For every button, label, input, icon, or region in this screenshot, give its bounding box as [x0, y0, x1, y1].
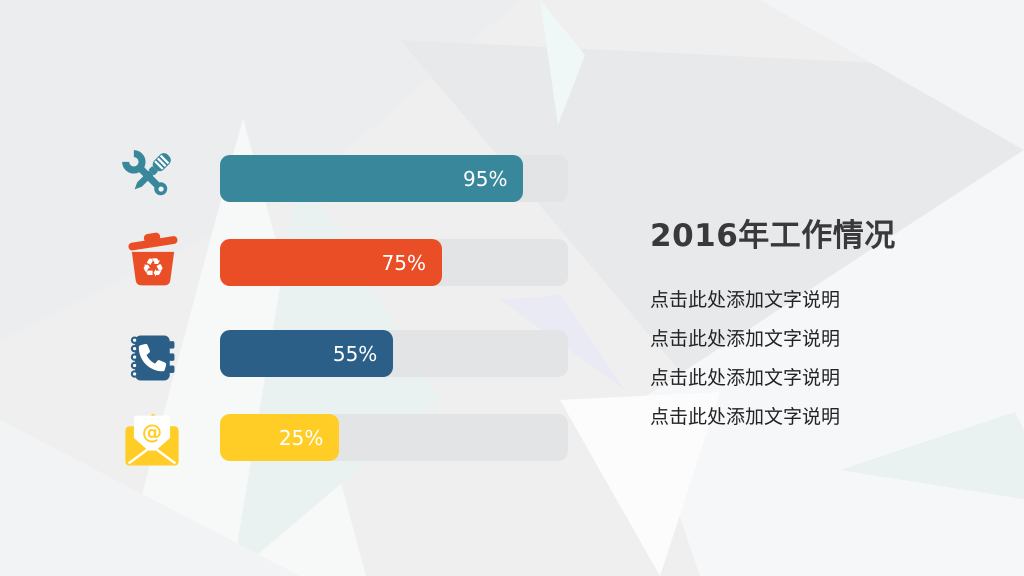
svg-text:♻: ♻ — [141, 254, 164, 284]
progress-fill-tools: 95% — [220, 155, 524, 202]
placeholder-text-line: 点击此处添加文字说明 — [650, 406, 841, 428]
description-block: 点击此处添加文字说明 点击此处添加文字说明 点击此处添加文字说明 点击此处添加文… — [650, 281, 840, 437]
slide-title: 2016年工作情况 — [650, 218, 896, 254]
progress-value: 25% — [278, 425, 324, 450]
progress-row-email: 25% — [220, 414, 568, 461]
phonebook-icon — [121, 328, 181, 388]
email-icon: @ — [118, 406, 186, 474]
placeholder-text-line: 点击此处添加文字说明 — [650, 367, 841, 389]
tools-icon — [113, 144, 183, 208]
svg-text:@: @ — [142, 420, 162, 444]
progress-value: 95% — [463, 166, 508, 191]
placeholder-text-line: 点击此处添加文字说明 — [650, 328, 841, 350]
progress-row-phone: 55% — [220, 330, 568, 377]
progress-fill-recycle: 75% — [220, 239, 443, 286]
progress-value: 75% — [381, 250, 427, 275]
progress-row-recycle: 75% — [220, 239, 568, 286]
progress-row-tools: 95% — [220, 155, 568, 202]
progress-fill-phone: 55% — [220, 330, 394, 377]
progress-value: 55% — [332, 341, 378, 366]
recycle-bin-icon: ♻ — [120, 224, 186, 292]
placeholder-text-line: 点击此处添加文字说明 — [650, 289, 841, 311]
progress-fill-email: 25% — [220, 414, 340, 461]
